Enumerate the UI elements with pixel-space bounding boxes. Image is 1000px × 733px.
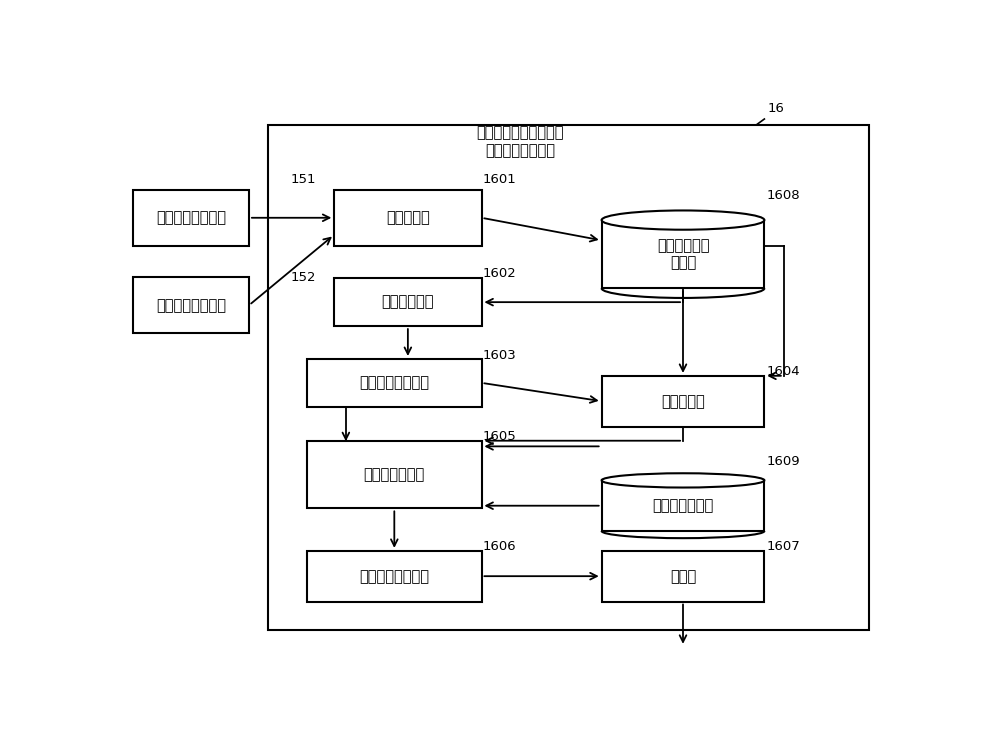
Bar: [307, 359, 482, 407]
Text: 输出部: 输出部: [670, 569, 696, 583]
Text: 1601: 1601: [483, 173, 517, 186]
Text: 正侧面位置估计部: 正侧面位置估计部: [359, 375, 429, 391]
Bar: [133, 277, 249, 334]
Text: 16: 16: [768, 103, 784, 115]
Text: 数据接收部: 数据接收部: [386, 210, 430, 225]
Bar: [307, 550, 482, 602]
Text: 产生源位置估计部: 产生源位置估计部: [359, 569, 429, 583]
Text: 1605: 1605: [483, 430, 517, 443]
Text: 1602: 1602: [483, 267, 517, 279]
Text: 特征提取部: 特征提取部: [661, 394, 705, 409]
Text: 1604: 1604: [767, 365, 800, 378]
Bar: [602, 550, 764, 602]
Text: 152: 152: [290, 270, 316, 284]
Bar: [334, 278, 482, 326]
Text: 1603: 1603: [483, 349, 517, 362]
Bar: [307, 441, 482, 509]
Ellipse shape: [602, 210, 764, 229]
Bar: [602, 376, 764, 427]
Bar: [268, 125, 869, 630]
Bar: [133, 190, 249, 246]
Ellipse shape: [602, 474, 764, 487]
Text: 学习数据存储部: 学习数据存储部: [652, 498, 714, 513]
Text: 车上计测结果数据: 车上计测结果数据: [156, 298, 226, 313]
Text: 1607: 1607: [767, 540, 800, 553]
Text: 候选距离提取部: 候选距离提取部: [364, 467, 425, 482]
Text: 1606: 1606: [483, 540, 517, 553]
Text: 1608: 1608: [767, 188, 800, 202]
Bar: [602, 480, 764, 531]
Bar: [334, 190, 482, 246]
Bar: [602, 220, 764, 288]
Text: 干扰波检测部: 干扰波检测部: [382, 295, 434, 309]
Text: 计测结果数据
存储部: 计测结果数据 存储部: [657, 238, 709, 270]
Text: 151: 151: [290, 173, 316, 186]
Text: 地面计测结果数据: 地面计测结果数据: [156, 210, 226, 225]
Text: 1609: 1609: [767, 455, 800, 468]
Text: 干扰波产生源估计装置
（数据处理装置）: 干扰波产生源估计装置 （数据处理装置）: [477, 125, 564, 158]
